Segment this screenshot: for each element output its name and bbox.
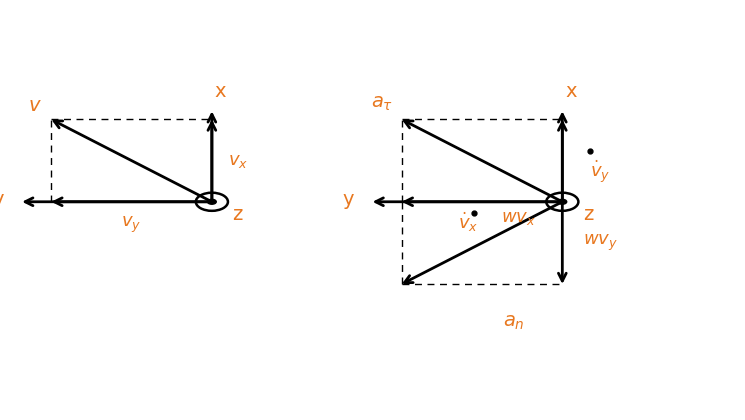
Text: $\dot{v}_y$: $\dot{v}_y$ bbox=[590, 159, 610, 186]
Circle shape bbox=[208, 200, 216, 204]
Text: $\dot{v}_x$: $\dot{v}_x$ bbox=[458, 211, 479, 234]
Text: y: y bbox=[343, 190, 354, 209]
Text: z: z bbox=[232, 205, 243, 224]
Text: $a_{\tau}$: $a_{\tau}$ bbox=[371, 94, 393, 113]
Text: x: x bbox=[215, 82, 226, 101]
Text: $wv_x$: $wv_x$ bbox=[501, 209, 536, 227]
Circle shape bbox=[558, 200, 567, 204]
Text: v: v bbox=[29, 95, 40, 115]
Text: $wv_y$: $wv_y$ bbox=[583, 233, 618, 253]
Text: y: y bbox=[0, 190, 4, 209]
Text: $v_y$: $v_y$ bbox=[121, 215, 142, 235]
Text: $a_n$: $a_n$ bbox=[504, 313, 525, 332]
Text: $v_x$: $v_x$ bbox=[228, 152, 248, 170]
Text: z: z bbox=[583, 205, 593, 224]
Text: x: x bbox=[565, 82, 577, 101]
